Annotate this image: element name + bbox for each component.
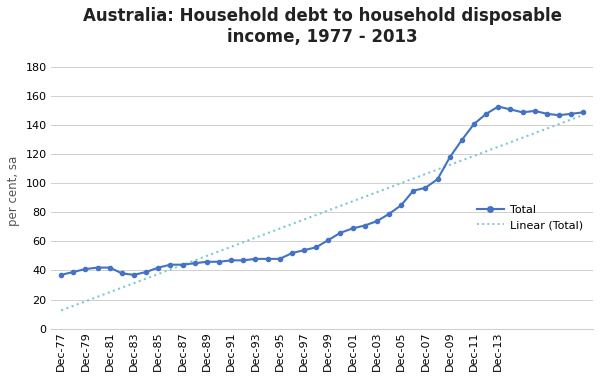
Title: Australia: Household debt to household disposable
income, 1977 - 2013: Australia: Household debt to household d…	[83, 7, 562, 46]
Legend: Total, Linear (Total): Total, Linear (Total)	[472, 200, 587, 235]
Y-axis label: per cent, sa: per cent, sa	[7, 156, 20, 226]
